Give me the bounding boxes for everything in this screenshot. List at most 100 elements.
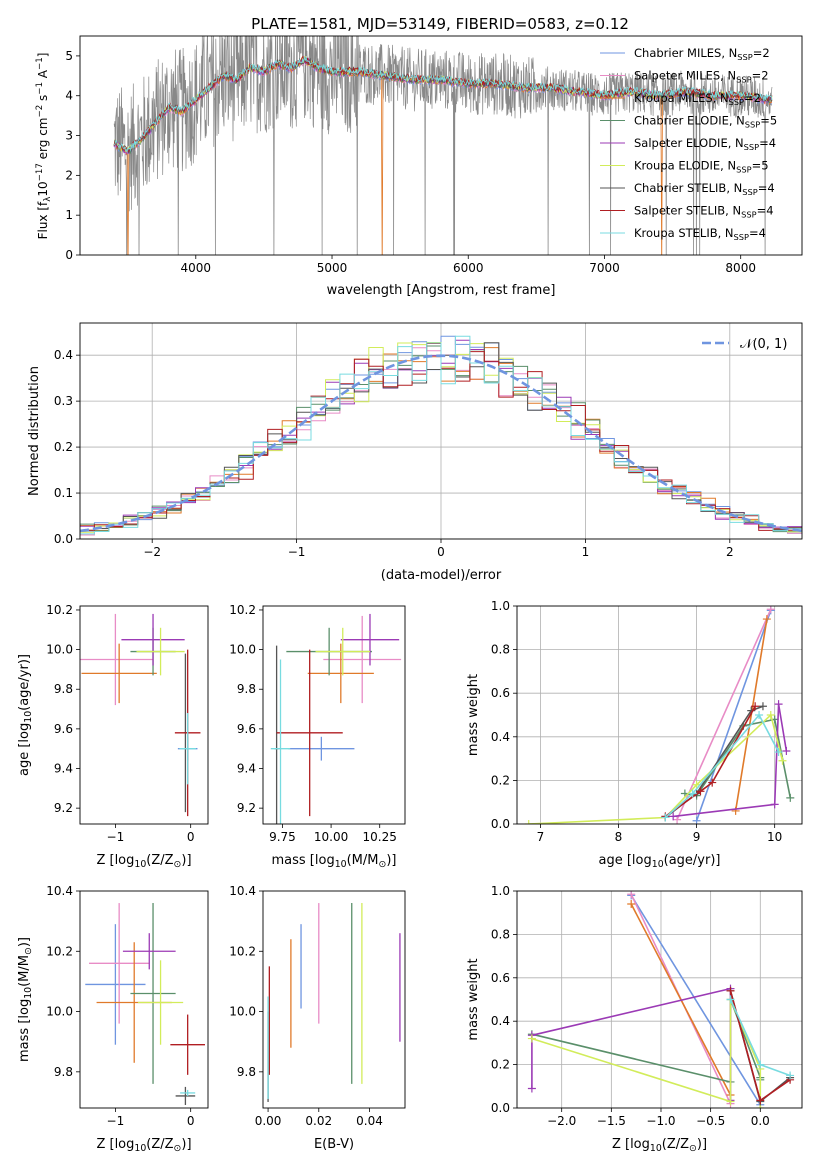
z-age-ytick-label: 10.2 — [46, 603, 73, 617]
age-weight-xtick-label: 9 — [693, 830, 701, 844]
mass-age-frame — [262, 605, 406, 825]
ebv-mass-axes: 0.00 0.02 0.04 9.8 10.0 10.2 10.4 E(B-V) — [229, 884, 406, 1152]
mass-age-ytick-label: 10.0 — [229, 643, 256, 657]
weight-marker — [782, 746, 791, 755]
weight-marker — [770, 800, 779, 809]
z-weight-ytick-label: 0.4 — [491, 1014, 510, 1028]
spectrum-axes: 4000 5000 6000 7000 8000 0 1 2 3 4 5 wavelength [An… — [35, 35, 803, 298]
weight-marker — [766, 606, 775, 614]
z-weight-ytick-label: 0.0 — [491, 1101, 510, 1115]
spectrum-frame — [79, 35, 803, 256]
weight-marker — [762, 615, 771, 624]
legend-label: Kroupa STELIB, NSSP=4 — [634, 226, 766, 242]
residuals-ytick-label: 0.4 — [54, 348, 73, 362]
weight-marker — [774, 748, 783, 757]
z-age-ytick-label: 9.6 — [54, 722, 73, 736]
z-mass-plot-area — [85, 903, 205, 1105]
z-mass-xlabel: Z [log10(Z/Z⊙)] — [96, 1137, 191, 1154]
z-age-axes: −1 0 9.2 9.4 9.6 9.8 10.0 10.2 Z [log10(Z/Z⊙)] ag… — [17, 603, 209, 870]
ebv-mass-ytick-label: 10.2 — [229, 944, 256, 958]
z-weight-axes: −2.0 −1.5 −1.0 −0.5 0.0 0.0 0.2 0.4 0.6 0.8 1.0 Z [… — [466, 884, 803, 1154]
z-mass-ytick-label: 10.4 — [46, 884, 73, 898]
spectrum-ytick-label: 0 — [65, 248, 73, 262]
spectrum-xlabel: wavelength [Angstrom, rest frame] — [327, 283, 556, 298]
age-weight-xtick-label: 8 — [615, 830, 623, 844]
weight-marker — [692, 816, 701, 824]
z-weight-xtick-label: −2.0 — [547, 1114, 576, 1128]
residuals-xtick-label: 1 — [582, 545, 590, 559]
ebv-mass-ytick-label: 10.4 — [229, 884, 256, 898]
ebv-mass-plot-area — [267, 903, 401, 1102]
residual-histogram-step — [80, 335, 802, 535]
weight-marker — [751, 702, 760, 711]
legend-label: Chabrier ELODIE, NSSP=5 — [634, 114, 777, 130]
weight-line — [531, 999, 762, 1084]
residuals-legend-label: 𝒩(0, 1) — [740, 337, 787, 352]
age-weight-ytick-label: 0.0 — [491, 817, 510, 831]
weight-marker — [778, 756, 787, 765]
age-weight-ytick-label: 0.4 — [491, 730, 510, 744]
spectrum-ytick-label: 1 — [65, 208, 73, 222]
weight-marker — [627, 891, 636, 899]
ebv-mass-frame — [262, 890, 406, 1109]
z-weight-xtick-label: 0.0 — [751, 1114, 770, 1128]
residuals-ytick-label: 0.2 — [54, 440, 73, 454]
z-mass-frame — [79, 890, 209, 1109]
weight-marker — [726, 995, 735, 1004]
z-weight-ylabel: mass weight — [466, 958, 481, 1040]
weight-marker — [786, 1071, 795, 1080]
weight-line — [664, 713, 780, 819]
weight-line — [673, 703, 788, 818]
z-mass-ytick-label: 9.8 — [54, 1065, 73, 1079]
mass-age-ytick-label: 9.4 — [237, 762, 256, 776]
z-mass-ytick-label: 10.2 — [46, 944, 73, 958]
ebv-mass-xtick-label: 0.02 — [305, 1114, 332, 1128]
weight-marker — [766, 711, 775, 719]
ebv-mass-xtick-label: 0.00 — [255, 1114, 282, 1128]
age-weight-plot-area — [517, 606, 802, 824]
residuals-ytick-label: 0.3 — [54, 394, 73, 408]
weight-line — [531, 999, 762, 1108]
z-mass-ytick-label: 10.0 — [46, 1005, 73, 1019]
ebv-mass-xlabel: E(B-V) — [314, 1137, 354, 1152]
z-age-xtick-label: −1 — [107, 830, 125, 844]
z-age-xlabel: Z [log10(Z/Z⊙)] — [96, 853, 191, 870]
residuals-ytick-label: 0.0 — [54, 532, 73, 546]
age-weight-xtick-label: 10 — [767, 830, 782, 844]
residuals-xlabel: (data-model)/error — [381, 568, 502, 583]
z-weight-ytick-label: 1.0 — [491, 884, 510, 898]
z-weight-ytick-label: 0.2 — [491, 1058, 510, 1072]
spectrum-xtick-label: 4000 — [181, 261, 212, 275]
z-age-ytick-label: 9.2 — [54, 801, 73, 815]
spectrum-plot-area — [113, 36, 773, 255]
legend-label: Salpeter STELIB, NSSP=4 — [634, 204, 774, 220]
weight-marker — [527, 1034, 536, 1043]
weight-line — [664, 705, 764, 819]
spectrum-ytick-label: 5 — [65, 49, 73, 63]
model-spectrum-line — [114, 56, 773, 154]
age-weight-frame — [516, 605, 803, 825]
spectrum-ytick-label: 4 — [65, 89, 73, 103]
spectrum-ytick-label: 2 — [65, 168, 73, 182]
weight-line — [734, 618, 768, 812]
mass-age-xlabel: mass [log10(M/M⊙)] — [272, 853, 397, 870]
residuals-frame — [79, 322, 803, 540]
residuals-ytick-label: 0.1 — [54, 486, 73, 500]
z-age-ytick-label: 9.4 — [54, 762, 73, 776]
residuals-plot-area — [80, 323, 802, 539]
mass-age-ytick-label: 10.2 — [229, 603, 256, 617]
z-age-xtick-label: 0 — [187, 830, 195, 844]
z-mass-xtick-label: −1 — [107, 1114, 125, 1128]
z-weight-plot-area — [517, 891, 802, 1108]
z-mass-axes: −1 0 9.8 10.0 10.2 10.4 Z [log10(Z/Z⊙)] mass [l… — [17, 884, 209, 1154]
residuals-xtick-label: −1 — [288, 545, 306, 559]
normal-curve — [80, 354, 802, 533]
z-age-ytick-label: 9.8 — [54, 682, 73, 696]
legend-label: Kroupa ELODIE, NSSP=5 — [634, 159, 769, 175]
weight-marker — [758, 702, 767, 711]
legend-label: Kroupa MILES, NSSP=2 — [634, 91, 761, 107]
weight-marker — [696, 787, 705, 796]
figure-title: PLATE=1581, MJD=53149, FIBERID=0583, z=0… — [251, 15, 629, 33]
weight-marker — [627, 900, 636, 909]
z-weight-xtick-label: −1.0 — [646, 1114, 675, 1128]
